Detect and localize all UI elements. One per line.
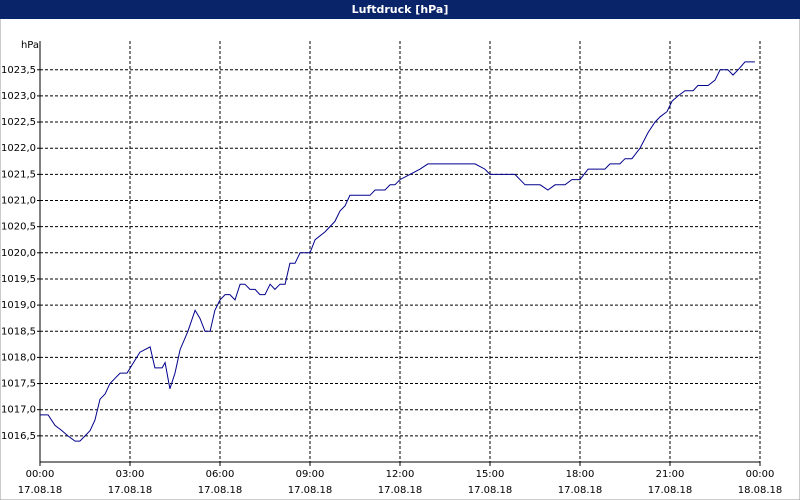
y-tick-label: 1019,5	[1, 274, 36, 285]
y-tick-label: 1018,5	[1, 326, 36, 337]
chart-title: Luftdruck [hPa]	[352, 3, 449, 16]
x-tick-date: 17.08.18	[378, 485, 423, 496]
x-tick-label: 18:00	[566, 469, 595, 480]
title-bar	[0, 0, 800, 19]
y-tick-label: 1018,0	[1, 352, 36, 363]
x-tick-label: 06:00	[206, 469, 235, 480]
x-tick-label: 09:00	[296, 469, 325, 480]
y-tick-label: 1023,5	[1, 65, 36, 76]
x-tick-label: 03:00	[116, 469, 145, 480]
x-tick-label: 21:00	[656, 469, 685, 480]
x-tick-date: 17.08.18	[468, 485, 513, 496]
y-tick-label: 1020,0	[1, 248, 36, 259]
x-tick-label: 15:00	[476, 469, 505, 480]
x-tick-date: 17.08.18	[288, 485, 333, 496]
x-tick-date: 17.08.18	[18, 485, 63, 496]
y-tick-label: 1017,0	[1, 405, 36, 416]
x-tick-date: 17.08.18	[558, 485, 603, 496]
x-tick-date: 17.08.18	[108, 485, 153, 496]
y-tick-label: 1022,0	[1, 143, 36, 154]
y-tick-label: 1022,5	[1, 117, 36, 128]
y-tick-label: 1021,0	[1, 196, 36, 207]
y-unit: hPa	[21, 40, 39, 51]
x-tick-date: 17.08.18	[198, 485, 243, 496]
x-tick-label: 00:00	[26, 469, 55, 480]
x-tick-label: 12:00	[386, 469, 415, 480]
y-tick-label: 1017,5	[1, 379, 36, 390]
x-tick-label: 00:00	[746, 469, 775, 480]
y-tick-label: 1023,0	[1, 91, 36, 102]
y-tick-label: 1021,5	[1, 169, 36, 180]
y-tick-label: 1016,5	[1, 431, 36, 442]
y-tick-label: 1020,5	[1, 222, 36, 233]
y-tick-label: 1019,0	[1, 300, 36, 311]
x-tick-date: 18.08.18	[738, 485, 783, 496]
x-tick-date: 17.08.18	[648, 485, 693, 496]
data-line	[40, 61, 755, 442]
